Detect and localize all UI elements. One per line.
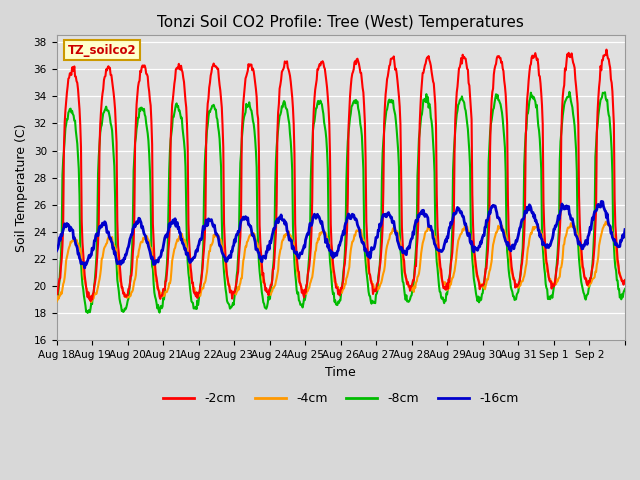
Title: Tonzi Soil CO2 Profile: Tree (West) Temperatures: Tonzi Soil CO2 Profile: Tree (West) Temp…	[157, 15, 524, 30]
Legend: -2cm, -4cm, -8cm, -16cm: -2cm, -4cm, -8cm, -16cm	[158, 387, 524, 410]
Y-axis label: Soil Temperature (C): Soil Temperature (C)	[15, 124, 28, 252]
Text: TZ_soilco2: TZ_soilco2	[68, 44, 136, 57]
X-axis label: Time: Time	[325, 366, 356, 379]
